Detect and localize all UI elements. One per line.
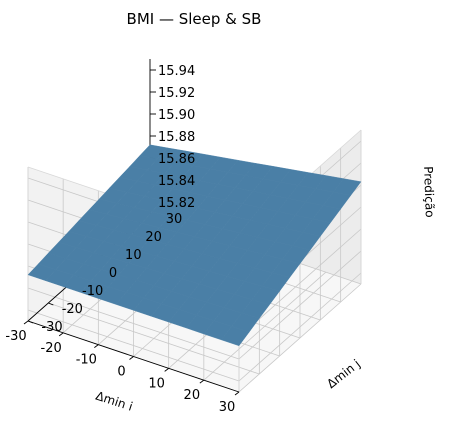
z-tick-label: 15.94 bbox=[158, 64, 195, 79]
z-tick-label: 15.82 bbox=[158, 196, 195, 211]
y-axis-label: Δmin j bbox=[324, 357, 363, 391]
x-tick-label: 10 bbox=[148, 376, 165, 391]
y-tick-mark bbox=[48, 302, 54, 306]
y-tick-label: -10 bbox=[82, 284, 103, 299]
y-tick-label: 0 bbox=[109, 266, 117, 281]
x-tick-label: -20 bbox=[41, 341, 62, 356]
x-tick-mark bbox=[199, 379, 205, 384]
z-tick-label: 15.86 bbox=[158, 152, 195, 167]
y-tick-label: 30 bbox=[166, 212, 183, 227]
x-tick-mark bbox=[164, 367, 169, 372]
chart-title: BMI — Sleep & SB bbox=[127, 10, 262, 28]
x-tick-mark bbox=[58, 332, 64, 337]
y-tick-label: 20 bbox=[145, 230, 162, 245]
z-tick-label: 15.92 bbox=[158, 86, 195, 101]
x-tick-mark bbox=[129, 356, 134, 360]
y-tick-label: -30 bbox=[41, 320, 62, 335]
tick-labels: -30-20-100102030-30-20-10010203015.8215.… bbox=[5, 64, 235, 415]
grid-line-y-floor bbox=[48, 302, 260, 375]
grid-line-z-left bbox=[27, 309, 240, 382]
x-tick-mark bbox=[94, 344, 99, 349]
x-tick-label: 30 bbox=[219, 400, 236, 415]
x-tick-label: -10 bbox=[76, 353, 97, 368]
z-axis-label: Predição bbox=[421, 166, 437, 218]
x-tick-label: 20 bbox=[184, 388, 201, 403]
y-tick-label: -20 bbox=[62, 302, 83, 317]
y-tick-label: 10 bbox=[125, 248, 142, 263]
grid-line-z-left bbox=[27, 287, 240, 360]
surface-layer bbox=[27, 144, 362, 347]
z-tick-label: 15.84 bbox=[158, 174, 195, 189]
y-tick-mark bbox=[27, 320, 34, 324]
grid-line-z-back bbox=[238, 272, 362, 382]
x-tick-label: 0 bbox=[117, 365, 125, 380]
x-tick-mark bbox=[23, 320, 29, 325]
z-tick-label: 15.90 bbox=[158, 108, 195, 123]
z-tick-label: 15.88 bbox=[158, 130, 195, 145]
grid-line-z-back bbox=[238, 250, 362, 360]
x-axis-label: Δmin i bbox=[94, 389, 134, 414]
x-tick-mark bbox=[234, 391, 240, 396]
grid-line-z-back bbox=[238, 228, 362, 338]
x-tick-label: -30 bbox=[5, 329, 26, 344]
surface-facet bbox=[332, 178, 362, 196]
